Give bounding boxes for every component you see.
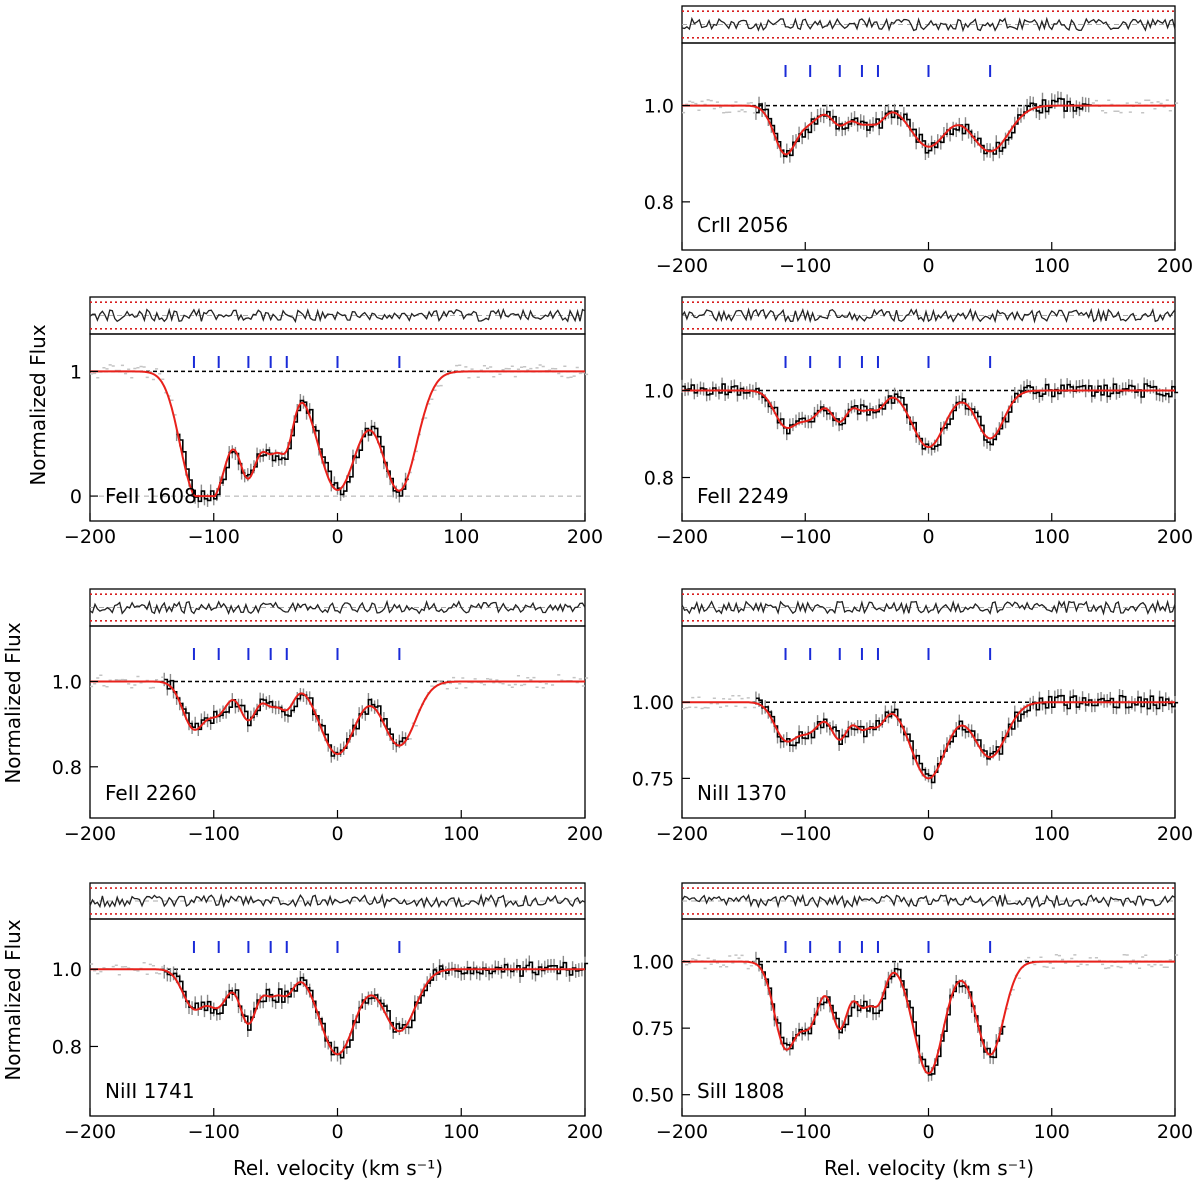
y-tick-label: 1.0: [52, 671, 82, 693]
spectrum-trace: [756, 97, 1092, 158]
panel-feii-2260: −200 −100 0 100 200 0.8 1.0 FeII 2260: [52, 588, 603, 845]
y-tick-label: 1.00: [632, 952, 674, 974]
y-tick-label: 0.8: [644, 192, 674, 214]
x-tick-label: 200: [1157, 1121, 1193, 1143]
y-tick-label: 1.0: [644, 96, 674, 118]
ion-label: CrII 2056: [697, 213, 788, 237]
x-tick-label: −200: [656, 823, 708, 845]
masked-spectrum: [90, 364, 589, 474]
x-tick-label: 100: [1034, 823, 1070, 845]
ion-label: FeII 2249: [697, 484, 789, 508]
spectrum-trace: [176, 399, 409, 503]
y-tick-label: 0.50: [632, 1085, 674, 1107]
model-fit: [90, 370, 585, 498]
x-tick-label: 100: [443, 526, 479, 548]
x-tick-label: 0: [922, 823, 934, 845]
error-bars: [755, 951, 1004, 1082]
ion-label: NiII 1370: [697, 781, 787, 805]
error-bars: [163, 672, 407, 763]
y-tick-label: 0.8: [52, 757, 82, 779]
error-bars: [163, 955, 586, 1065]
x-tick-label: 0: [922, 255, 934, 277]
x-tick-label: 200: [1157, 526, 1193, 548]
panel-nii-1741: −200 −100 0 100 200 0.8 1.0 NiII 1741: [52, 882, 603, 1143]
residual-trace: [89, 307, 586, 324]
ion-label: NiII 1741: [105, 1079, 195, 1103]
model-fit: [682, 104, 1175, 156]
y-tick-label: 1: [70, 361, 82, 383]
y-tick-label: 0.75: [632, 768, 674, 790]
y-tick-label: 1.0: [52, 959, 82, 981]
panel-nii-1370: −200 −100 0 100 200 0.75 1.00 NiII 1370: [632, 588, 1193, 845]
model-fit: [682, 389, 1175, 449]
residual-trace: [89, 893, 586, 909]
x-tick-label: −200: [64, 1121, 116, 1143]
x-tick-label: 200: [1157, 255, 1193, 277]
x-tick-label: −100: [779, 823, 831, 845]
residual-trace: [89, 599, 586, 616]
x-tick-label: 0: [922, 526, 934, 548]
x-tick-label: −100: [779, 255, 831, 277]
panel-sii-1808: −200 −100 0 100 200 0.50 0.75 1.00 SiII 1808: [632, 882, 1193, 1143]
x-tick-label: −200: [64, 823, 116, 845]
x-tick-label: 200: [567, 1121, 603, 1143]
x-tick-label: −100: [188, 1121, 240, 1143]
x-tick-label: 0: [331, 526, 343, 548]
y-axis-title-row3: Normalized Flux: [1, 622, 25, 784]
model-fit: [682, 960, 1175, 1075]
masked-spectrum: [682, 694, 756, 710]
x-tick-label: 0: [331, 1121, 343, 1143]
x-tick-label: 0: [922, 1121, 934, 1143]
x-tick-label: 100: [443, 1121, 479, 1143]
x-tick-label: −200: [64, 526, 116, 548]
y-axis-title-row2: Normalized Flux: [26, 324, 50, 486]
x-tick-label: −200: [656, 255, 708, 277]
panel-feii-1608: −200 −100 0 100 200 0 1 FeII 1608: [64, 296, 603, 548]
panel-feii-2249: −200 −100 0 100 200 0.8 1.0 FeII 2249: [644, 296, 1193, 548]
x-tick-label: 100: [1034, 1121, 1070, 1143]
x-tick-label: 200: [567, 823, 603, 845]
y-tick-label: 0.8: [644, 468, 674, 490]
x-tick-label: −100: [188, 823, 240, 845]
x-tick-label: 200: [567, 526, 603, 548]
spectrum-trace: [756, 694, 1179, 784]
x-tick-label: −100: [779, 526, 831, 548]
residual-trace: [681, 307, 1176, 324]
x-tick-label: 200: [1157, 823, 1193, 845]
residual-trace: [681, 599, 1176, 616]
y-tick-label: 1.00: [632, 692, 674, 714]
y-tick-label: 0: [70, 486, 82, 508]
x-tick-label: 100: [1034, 255, 1070, 277]
panel-crii-2056: −200 −100 0 100 200 0.8 1.0 CrII 2056: [644, 5, 1193, 277]
x-tick-label: −100: [188, 526, 240, 548]
x-tick-label: 0: [331, 823, 343, 845]
x-tick-label: 100: [1034, 526, 1070, 548]
spectrum-trace: [164, 678, 409, 757]
model-fit: [682, 701, 1175, 780]
x-tick-label: −200: [656, 1121, 708, 1143]
ion-label: SiII 1808: [697, 1079, 784, 1103]
x-tick-label: −200: [656, 526, 708, 548]
x-axis-title-left: Rel. velocity (km s⁻¹): [233, 1156, 443, 1180]
residual-trace: [681, 893, 1176, 909]
x-axis-title-right: Rel. velocity (km s⁻¹): [824, 1156, 1034, 1180]
model-fit: [90, 680, 585, 756]
model-fit: [90, 968, 585, 1056]
x-tick-label: 100: [443, 823, 479, 845]
y-tick-label: 0.75: [632, 1018, 674, 1040]
residual-trace: [681, 16, 1176, 33]
spectrum-trace: [164, 961, 589, 1059]
ion-label: FeII 1608: [105, 484, 197, 508]
y-tick-label: 1.0: [644, 381, 674, 403]
y-tick-label: 0.8: [52, 1036, 82, 1058]
y-axis-title-row4: Normalized Flux: [1, 919, 25, 1081]
x-tick-label: −100: [779, 1121, 831, 1143]
spectrum-trace: [756, 957, 1006, 1076]
error-bars: [755, 688, 1176, 790]
ion-label: FeII 2260: [105, 781, 197, 805]
